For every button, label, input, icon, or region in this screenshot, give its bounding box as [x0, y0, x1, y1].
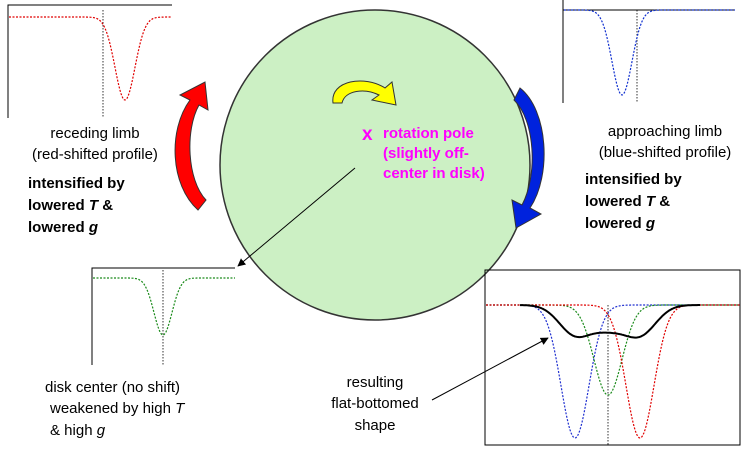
plot-frame [562, 0, 735, 103]
label: & [655, 193, 670, 210]
label: g [97, 422, 106, 439]
label: intensified by [28, 175, 125, 192]
pole-marker: x [362, 124, 373, 145]
label: intensified by [585, 171, 682, 188]
rotation-arrow [332, 80, 397, 106]
label: lowered g [585, 215, 655, 232]
label: shape [355, 417, 396, 434]
label: intensified by [585, 171, 682, 188]
approaching-arrow [511, 87, 545, 229]
label: rotation pole [383, 125, 474, 142]
label: center in disk) [383, 165, 485, 182]
label: resulting [347, 374, 404, 391]
pointer [431, 337, 549, 401]
pointer [237, 167, 356, 267]
label: T [646, 193, 657, 210]
label: (slightly off- [383, 145, 469, 162]
label: & high [50, 422, 97, 439]
line-profile [9, 16, 172, 101]
label: & [98, 197, 113, 214]
label: approaching limb [608, 123, 722, 140]
label: lowered [585, 215, 646, 232]
label: lowered [28, 219, 89, 236]
label: & high g [50, 422, 106, 439]
plot-frame [484, 269, 741, 446]
label: flat-bottomed [331, 395, 419, 412]
label: weakened by high T [49, 400, 186, 417]
label: lowered g [28, 219, 98, 236]
label: intensified by [28, 175, 125, 192]
profile-plots [7, 0, 741, 446]
label: (blue-shifted profile) [599, 144, 732, 161]
label: weakened by high [49, 400, 175, 417]
line-profile [564, 9, 735, 96]
label: receding limb [50, 125, 139, 142]
label: lowered T & [585, 193, 670, 210]
label: g [88, 219, 98, 236]
label: g [645, 215, 655, 232]
plot-frame [91, 267, 235, 365]
label: T [89, 197, 100, 214]
label: (red-shifted profile) [32, 146, 158, 163]
label: T [175, 400, 186, 417]
label: disk center (no shift) [45, 379, 180, 396]
line-profile [486, 304, 740, 439]
combined-profile [520, 304, 700, 339]
plot-frame [7, 4, 172, 118]
receding-arrow [174, 81, 209, 211]
line-profile [93, 277, 235, 336]
label: lowered [28, 197, 89, 214]
label: lowered [585, 193, 646, 210]
label: disk center (no shift) [45, 379, 180, 396]
stellar-disk [219, 9, 531, 321]
line-profile [486, 304, 740, 396]
label: lowered T & [28, 197, 113, 214]
